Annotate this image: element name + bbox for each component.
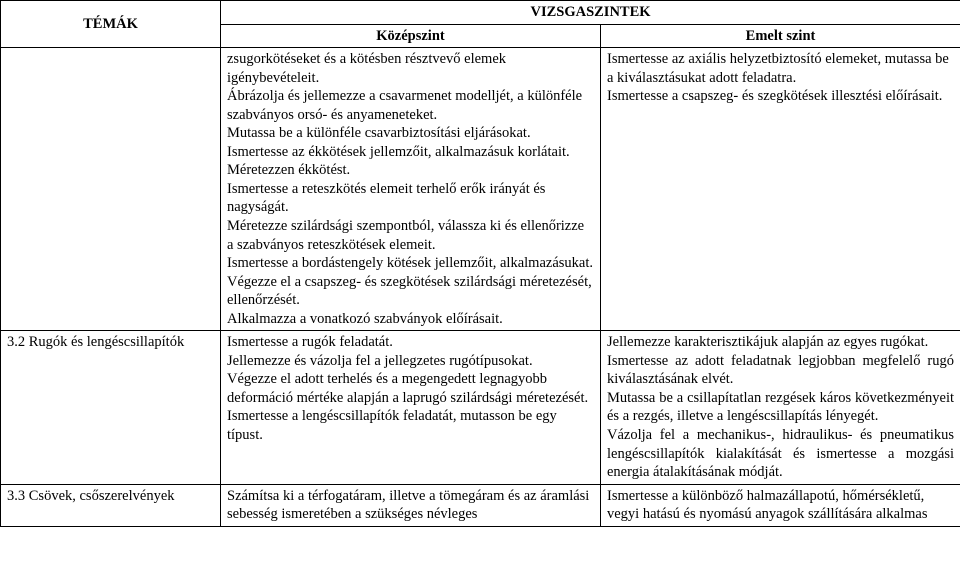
header-exam-levels: VIZSGASZINTEK — [221, 1, 960, 25]
topic-cell: 3.3 Csövek, csőszerelvények — [1, 484, 221, 526]
raised-level-cell: Jellemezze karakterisztikájuk alapján az… — [601, 331, 960, 484]
raised-level-cell: Ismertesse a különböző halmazállapotú, h… — [601, 484, 960, 526]
header-topics: TÉMÁK — [1, 1, 221, 48]
middle-level-cell: Számítsa ki a térfogatáram, illetve a tö… — [221, 484, 601, 526]
topic-cell: 3.2 Rugók és lengéscsillapítók — [1, 331, 221, 484]
header-raised-level: Emelt szint — [601, 24, 960, 48]
raised-level-cell: Ismertesse az axiális helyzetbiztosító e… — [601, 48, 960, 331]
table-row: 3.3 Csövek, csőszerelvények Számítsa ki … — [1, 484, 960, 526]
header-middle-level: Középszint — [221, 24, 601, 48]
table-row: 3.2 Rugók és lengéscsillapítók Ismertess… — [1, 331, 960, 484]
middle-level-cell: zsugorkötéseket és a kötésben résztvevő … — [221, 48, 601, 331]
table-row: zsugorkötéseket és a kötésben résztvevő … — [1, 48, 960, 331]
middle-level-cell: Ismertesse a rugók feladatát.Jellemezze … — [221, 331, 601, 484]
exam-levels-table: TÉMÁK VIZSGASZINTEK Középszint Emelt szi… — [0, 0, 960, 527]
topic-cell — [1, 48, 221, 331]
